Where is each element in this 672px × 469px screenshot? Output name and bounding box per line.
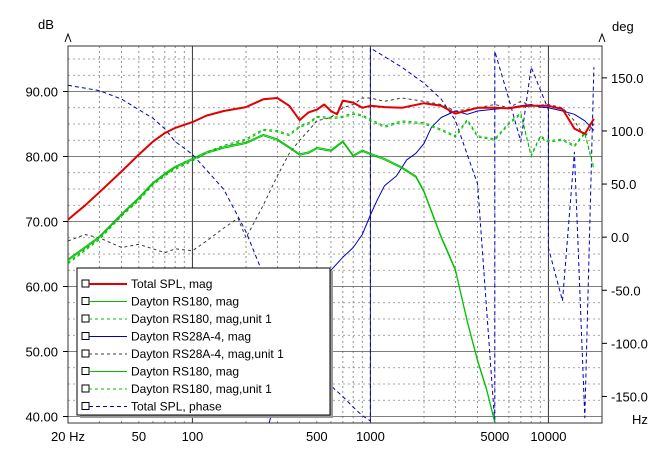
legend-marker (81, 384, 90, 393)
x-axis-unit: Hz (632, 412, 648, 427)
y-left-tick-label: 60.00 (25, 280, 58, 295)
x-tick-label: 50 (132, 429, 146, 444)
series-line-total-spl-phase (67, 47, 595, 424)
legend-marker (81, 297, 90, 305)
series-group (67, 47, 595, 424)
x-tick-label: 1000 (356, 429, 385, 444)
series-line-total-spl-mag (67, 97, 595, 221)
y-right-tick-label: 0.0 (611, 230, 629, 245)
y-right-tick-label: 50.0 (611, 177, 636, 192)
legend-marker (81, 349, 90, 358)
x-tick-label: 10000 (530, 429, 566, 444)
legend-box (76, 267, 331, 416)
series-line-dayton-rs180-mag-unit-1 (67, 112, 595, 263)
legend-label: Dayton RS28A-4, mag (131, 330, 251, 344)
legend-marker (81, 367, 90, 375)
y-right-tick-label: 100.0 (611, 124, 644, 139)
series-line-dayton-rs180-mag (67, 133, 496, 422)
left-axis-unit: dB (38, 17, 54, 32)
right-axis-arrow (598, 32, 606, 43)
legend: Total SPL, mag Dayton RS180, mag Dayton RS… (76, 267, 333, 418)
x-tick-label: 100 (182, 429, 204, 444)
series-line-dayton-rs180-mag-unit-1 (67, 113, 595, 265)
legend-label: Dayton RS180, mag,unit 1 (131, 382, 272, 396)
y-left-tick-label: 50.00 (25, 345, 58, 360)
legend-label: Dayton RS180, mag,unit 1 (131, 312, 272, 326)
legend-marker (81, 332, 90, 340)
legend-label: Total SPL, mag (131, 277, 212, 291)
legend-label: Dayton RS180, mag (131, 365, 239, 379)
y-left-tick-label: 40.00 (25, 410, 58, 425)
legend-marker (81, 279, 90, 288)
x-tick-label: 500 (306, 429, 328, 444)
y-right-tick-label: -100.0 (611, 336, 648, 351)
axes: 20 Hz 50 100 500 1000 5000 10000 40.00 50.00 60.0… (25, 32, 648, 444)
plot-area-frame (67, 45, 603, 424)
legend-marker (81, 314, 90, 323)
y-right-tick-label: 150.0 (611, 71, 644, 86)
right-axis-unit: deg (612, 19, 634, 34)
legend-marker (81, 402, 90, 410)
x-tick-label: 20 Hz (51, 429, 85, 444)
y-left-tick-label: 80.00 (25, 150, 58, 165)
left-axis-arrow (64, 32, 72, 43)
x-tick-label: 5000 (480, 429, 509, 444)
grid (67, 46, 603, 423)
y-left-tick-label: 90.00 (25, 85, 58, 100)
legend-label: Dayton RS28A-4, mag,unit 1 (131, 347, 284, 361)
y-left-tick-label: 70.00 (25, 215, 58, 230)
y-right-tick-label: -50.0 (611, 283, 641, 298)
legend-label: Total SPL, phase (131, 400, 222, 414)
y-right-tick-label: -150.0 (611, 389, 648, 404)
legend-label: Dayton RS180, mag (131, 295, 239, 309)
